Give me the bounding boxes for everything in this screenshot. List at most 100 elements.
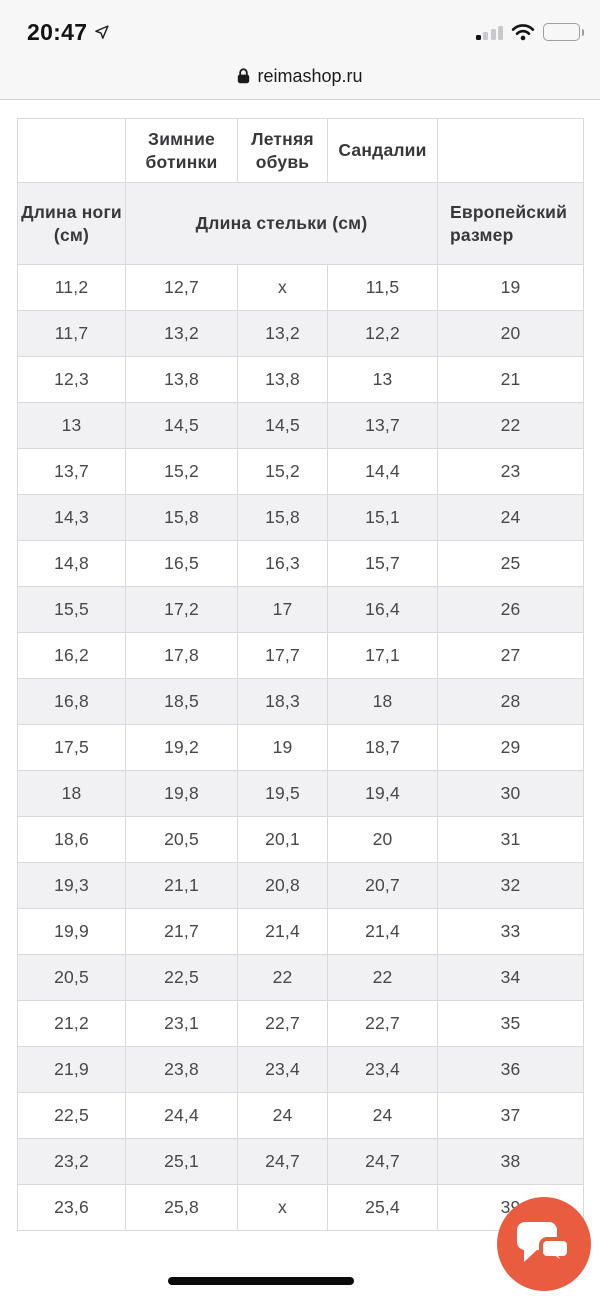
table-cell: 16,8: [17, 678, 126, 725]
empty-header-cell: [17, 118, 126, 183]
table-cell: 21,1: [125, 862, 238, 909]
table-row: 14,8 16,5 16,3 15,7 25: [17, 540, 584, 587]
table-cell: 16,3: [237, 540, 328, 587]
table-cell: 17,2: [125, 586, 238, 633]
table-row: 21,9 23,8 23,4 23,4 36: [17, 1046, 584, 1093]
empty-header-cell: [437, 118, 584, 183]
table-cell: 23,1: [125, 1000, 238, 1047]
table-cell: 19,4: [327, 770, 438, 817]
table-cell: 21,4: [237, 908, 328, 955]
location-arrow-icon: [95, 24, 109, 39]
measure-header-row: Длина ноги (см) Длина стельки (см) Европ…: [17, 182, 584, 265]
table-cell: 20,7: [327, 862, 438, 909]
chat-button[interactable]: [497, 1197, 591, 1291]
cellular-signal-icon: [475, 25, 503, 40]
table-cell: 20,5: [17, 954, 126, 1001]
table-cell: 17,5: [17, 724, 126, 771]
table-cell: 23,4: [237, 1046, 328, 1093]
table-cell: 15,7: [327, 540, 438, 587]
table-cell: 16,2: [17, 632, 126, 679]
table-cell: 13,8: [237, 356, 328, 403]
table-cell: 18,7: [327, 724, 438, 771]
table-cell: 19,5: [237, 770, 328, 817]
table-cell: 14,3: [17, 494, 126, 541]
table-cell: 14,4: [327, 448, 438, 495]
table-cell: 17,1: [327, 632, 438, 679]
table-cell: 20,5: [125, 816, 238, 863]
table-cell: 22,5: [17, 1092, 126, 1139]
table-cell: 33: [437, 908, 584, 955]
table-cell: 15,8: [237, 494, 328, 541]
table-cell: 29: [437, 724, 584, 771]
table-cell: 25: [437, 540, 584, 587]
table-cell: x: [237, 1184, 328, 1231]
table-cell: 16,5: [125, 540, 238, 587]
table-cell: 24: [237, 1092, 328, 1139]
table-cell: 22,7: [237, 1000, 328, 1047]
table-cell: 17: [237, 586, 328, 633]
table-cell: 36: [437, 1046, 584, 1093]
table-cell: 18: [327, 678, 438, 725]
table-cell: 15,5: [17, 586, 126, 633]
table-cell: 25,1: [125, 1138, 238, 1185]
wifi-icon: [511, 23, 535, 40]
safari-url-bar[interactable]: reimashop.ru: [0, 54, 600, 98]
status-bar: 20:47: [0, 0, 600, 54]
table-cell: 23,6: [17, 1184, 126, 1231]
table-cell: 13,8: [125, 356, 238, 403]
table-cell: 23,4: [327, 1046, 438, 1093]
table-row: 16,2 17,8 17,7 17,1 27: [17, 632, 584, 679]
table-cell: 30: [437, 770, 584, 817]
header-eu-size: Европейский размер: [437, 182, 584, 265]
table-cell: 24: [327, 1092, 438, 1139]
table-cell: 14,8: [17, 540, 126, 587]
header-winter-boots: Зимние ботинки: [125, 118, 238, 183]
table-cell: 22,7: [327, 1000, 438, 1047]
table-row: 11,2 12,7 x 11,5 19: [17, 264, 584, 311]
table-row: 18,6 20,5 20,1 20 31: [17, 816, 584, 863]
table-row: 21,2 23,1 22,7 22,7 35: [17, 1000, 584, 1047]
table-cell: 21,4: [327, 908, 438, 955]
table-body: 11,2 12,7 x 11,5 19 11,7 13,2 13,2 12,2 20 12,3 13,…: [17, 264, 584, 1231]
chat-bubbles-icon: [517, 1222, 572, 1270]
table-cell: 11,7: [17, 310, 126, 357]
header-sandals: Сандалии: [327, 118, 438, 183]
table-cell: 19: [437, 264, 584, 311]
table-cell: 18,3: [237, 678, 328, 725]
table-cell: 13,2: [125, 310, 238, 357]
table-cell: 17,7: [237, 632, 328, 679]
table-cell: 15,1: [327, 494, 438, 541]
table-cell: 16,4: [327, 586, 438, 633]
table-cell: 27: [437, 632, 584, 679]
table-cell: 19,9: [17, 908, 126, 955]
table-row: 12,3 13,8 13,8 13 21: [17, 356, 584, 403]
table-cell: 22: [327, 954, 438, 1001]
table-cell: 15,2: [125, 448, 238, 495]
table-cell: 32: [437, 862, 584, 909]
table-cell: 24: [437, 494, 584, 541]
table-cell: 23: [437, 448, 584, 495]
table-cell: 25,8: [125, 1184, 238, 1231]
clock: 20:47: [27, 18, 88, 45]
home-indicator[interactable]: [168, 1277, 354, 1285]
status-time-group: 20:47: [27, 19, 110, 46]
table-row: 22,5 24,4 24 24 37: [17, 1092, 584, 1139]
table-cell: 20: [437, 310, 584, 357]
table-cell: 35: [437, 1000, 584, 1047]
table-cell: 18: [17, 770, 126, 817]
table-row: 19,9 21,7 21,4 21,4 33: [17, 908, 584, 955]
table-cell: 11,5: [327, 264, 438, 311]
table-row: 15,5 17,2 17 16,4 26: [17, 586, 584, 633]
table-cell: 21,7: [125, 908, 238, 955]
table-cell: 12,2: [327, 310, 438, 357]
header-summer-shoes: Летняя обувь: [237, 118, 328, 183]
table-cell: 18,5: [125, 678, 238, 725]
table-cell: 19,2: [125, 724, 238, 771]
table-cell: 13: [327, 356, 438, 403]
table-row: 13 14,5 14,5 13,7 22: [17, 402, 584, 449]
size-chart-table: Зимние ботинки Летняя обувь Сандалии Дли…: [17, 118, 584, 1231]
table-row: 11,7 13,2 13,2 12,2 20: [17, 310, 584, 357]
table-cell: 38: [437, 1138, 584, 1185]
header-insole-length: Длина стельки (см): [125, 182, 438, 265]
